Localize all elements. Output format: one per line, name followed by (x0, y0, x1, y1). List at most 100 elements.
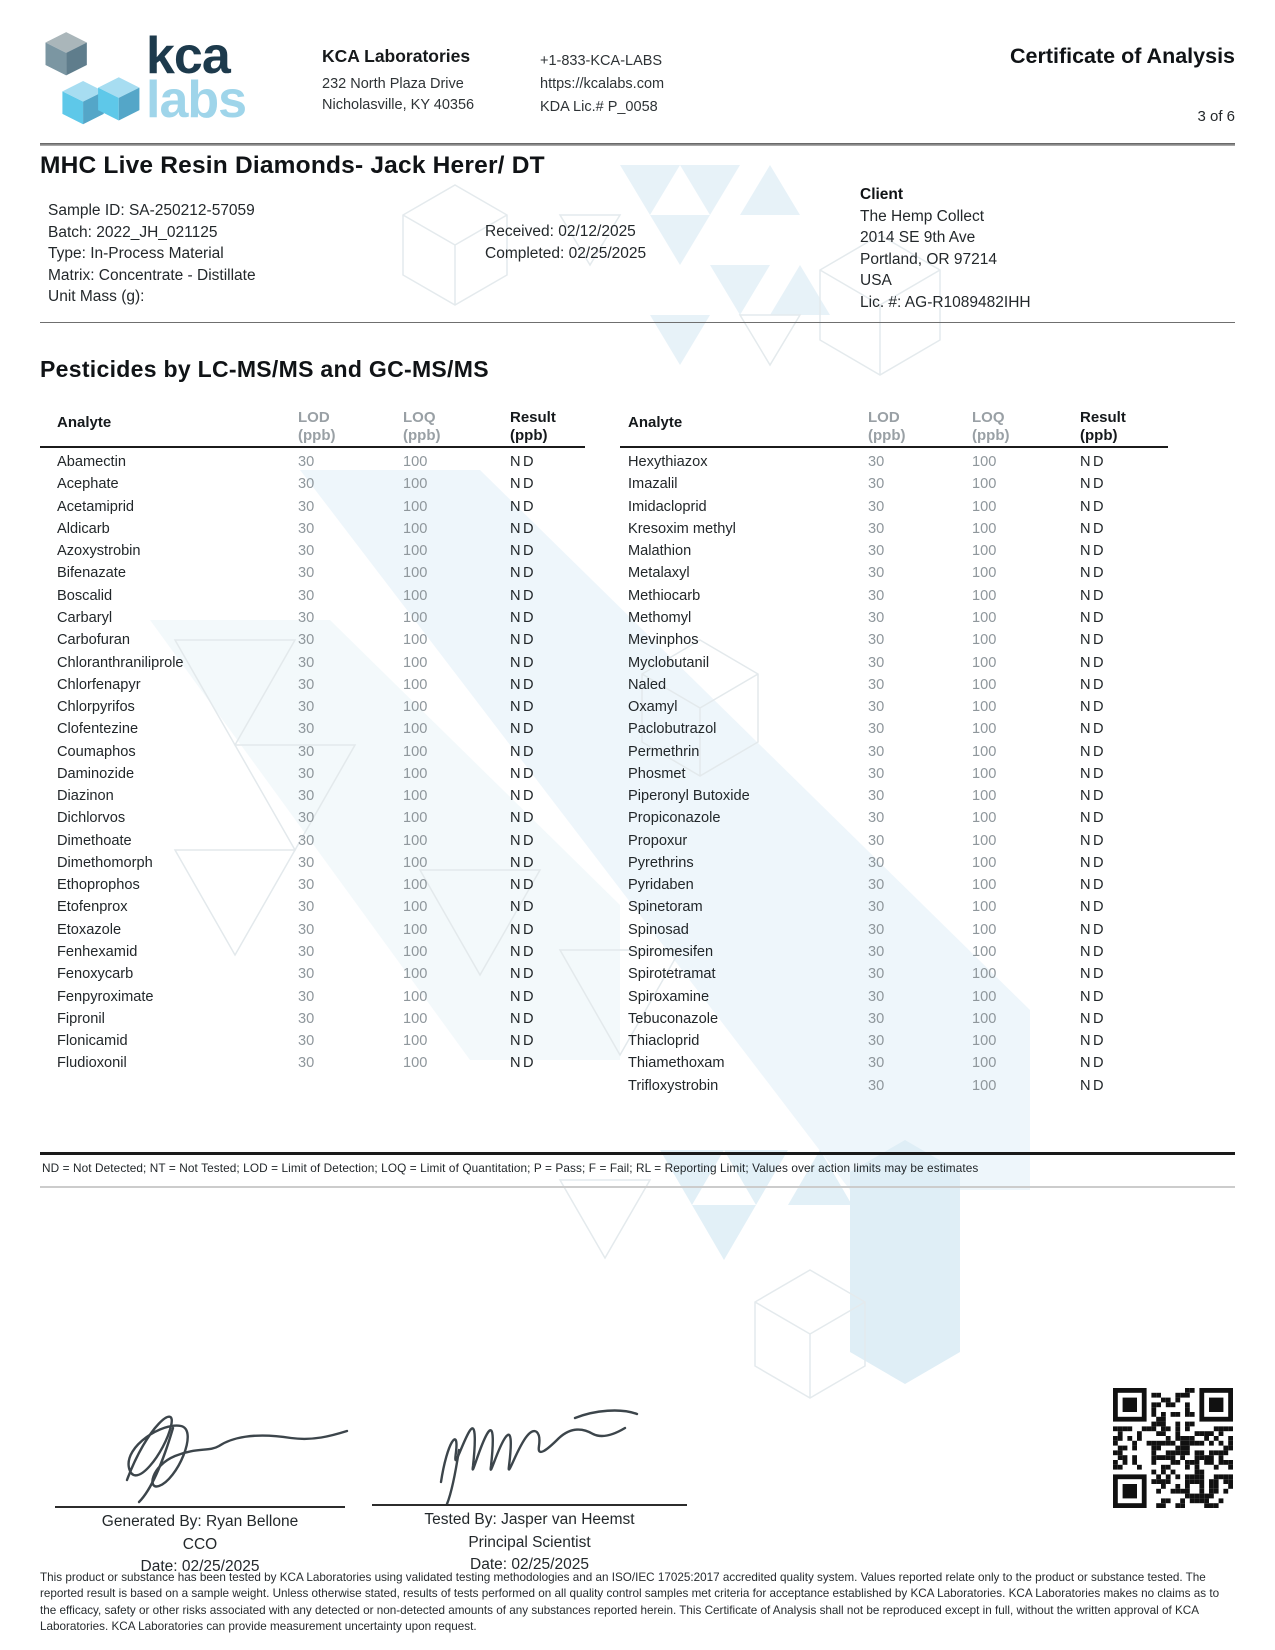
generated-signature (125, 1415, 349, 1504)
table-row: Thiacloprid 30 100 ND (620, 1030, 1168, 1052)
analyte-cell: Paclobutrazol (628, 721, 717, 738)
generated-by: Generated By: Ryan Bellone (101, 1513, 299, 1530)
tested-date: Date: 02/25/2025 (470, 1556, 589, 1573)
lab-license: KDA Lic.# P_0058 (540, 99, 658, 115)
loq-cell: 100 (403, 921, 428, 938)
result-cell: ND (1080, 1010, 1107, 1027)
result-cell: ND (1080, 587, 1107, 604)
analyte-cell: Etofenprox (57, 899, 128, 916)
loq-cell: 100 (972, 1055, 997, 1072)
loq-cell: 100 (403, 454, 428, 471)
tested-signature (439, 1409, 639, 1504)
result-cell: ND (1080, 743, 1107, 760)
result-header: Result (ppb) (1080, 409, 1126, 444)
analyte-cell: Oxamyl (628, 699, 678, 716)
loq-cell: 100 (403, 654, 428, 671)
table-row: Aldicarb 30 100 ND (40, 518, 585, 540)
table-row: Chlorfenapyr 30 100 ND (40, 674, 585, 696)
lod-cell: 30 (868, 788, 885, 805)
result-cell: ND (1080, 1077, 1107, 1094)
table-row: Myclobutanil 30 100 ND (620, 651, 1168, 673)
batch-line: Batch: 2022_JH_021125 (48, 223, 218, 241)
loq-header: LOQ (ppb) (972, 409, 1010, 444)
loq-header: LOQ (ppb) (403, 409, 441, 444)
loq-cell: 100 (972, 699, 997, 716)
result-cell: ND (1080, 966, 1107, 983)
loq-cell: 100 (403, 587, 428, 604)
result-cell: ND (510, 609, 537, 626)
lod-cell: 30 (868, 654, 885, 671)
result-cell: ND (1080, 810, 1107, 827)
lod-cell: 30 (868, 1033, 885, 1050)
analyte-cell: Metalaxyl (628, 565, 690, 582)
lod-cell: 30 (868, 743, 885, 760)
client-name: The Hemp Collect (860, 207, 985, 225)
result-cell: ND (1080, 476, 1107, 493)
loq-cell: 100 (972, 721, 997, 738)
loq-cell: 100 (972, 943, 997, 960)
table-row: Hexythiazox 30 100 ND (620, 451, 1168, 473)
table-row: Ethoprophos 30 100 ND (40, 874, 585, 896)
result-header: Result (ppb) (510, 409, 556, 444)
analyte-cell: Naled (628, 676, 667, 693)
loq-cell: 100 (972, 632, 997, 649)
result-cell: ND (510, 921, 537, 938)
sample-title: MHC Live Resin Diamonds- Jack Herer/ DT (40, 152, 545, 179)
analyte-cell: Coumaphos (57, 743, 136, 760)
result-cell: ND (510, 765, 537, 782)
result-cell: ND (1080, 609, 1107, 626)
loq-cell: 100 (972, 765, 997, 782)
lod-cell: 30 (298, 966, 315, 983)
result-cell: ND (510, 699, 537, 716)
analyte-cell: Fludioxonil (57, 1055, 127, 1072)
loq-cell: 100 (403, 1010, 428, 1027)
lod-cell: 30 (868, 832, 885, 849)
table-row: Azoxystrobin 30 100 ND (40, 540, 585, 562)
analyte-cell: Dichlorvos (57, 810, 126, 827)
lab-contact-block: +1-833-KCA-LABS https://kcalabs.com KDA … (540, 50, 664, 119)
lod-cell: 30 (868, 565, 885, 582)
analyte-cell: Thiamethoxam (628, 1055, 725, 1072)
result-cell: ND (510, 743, 537, 760)
lod-cell: 30 (868, 1055, 885, 1072)
result-cell: ND (510, 498, 537, 515)
pesticide-table-left: Analyte LOD (ppb) LOQ (ppb) Result (ppb) Ab… (40, 406, 585, 1074)
loq-cell: 100 (403, 877, 428, 894)
loq-cell: 100 (403, 988, 428, 1005)
table-row: Chloranthraniliprole 30 100 ND (40, 651, 585, 673)
section-divider (40, 322, 1235, 323)
result-cell: ND (1080, 854, 1107, 871)
table-bottom-divider (40, 1152, 1235, 1155)
lod-cell: 30 (298, 654, 315, 671)
table-row: Spirotetramat 30 100 ND (620, 963, 1168, 985)
generated-title: CCO (182, 1535, 218, 1553)
analyte-cell: Bifenazate (57, 565, 126, 582)
loq-cell: 100 (403, 832, 428, 849)
lod-cell: 30 (298, 609, 315, 626)
table-row: Spiroxamine 30 100 ND (620, 985, 1168, 1007)
lod-cell: 30 (298, 498, 315, 515)
loq-cell: 100 (972, 520, 997, 537)
analyte-cell: Flonicamid (57, 1033, 128, 1050)
analyte-cell: Spiroxamine (628, 988, 710, 1005)
lod-cell: 30 (298, 721, 315, 738)
analyte-cell: Fenhexamid (57, 943, 138, 960)
analyte-cell: Malathion (628, 543, 692, 560)
analyte-cell: Hexythiazox (628, 454, 708, 471)
lod-cell: 30 (298, 921, 315, 938)
result-cell: ND (1080, 988, 1107, 1005)
generated-date: Date: 02/25/2025 (140, 1558, 260, 1575)
analyte-cell: Chloranthraniliprole (57, 654, 184, 671)
analyte-cell: Propoxur (628, 832, 688, 849)
lod-cell: 30 (298, 765, 315, 782)
table-row: Dimethomorph 30 100 ND (40, 852, 585, 874)
loq-cell: 100 (972, 676, 997, 693)
loq-cell: 100 (403, 609, 428, 626)
table-row: Methomyl 30 100 ND (620, 607, 1168, 629)
lod-cell: 30 (868, 676, 885, 693)
table-row: Naled 30 100 ND (620, 674, 1168, 696)
loq-cell: 100 (972, 609, 997, 626)
table-row: Permethrin 30 100 ND (620, 740, 1168, 762)
loq-cell: 100 (972, 921, 997, 938)
